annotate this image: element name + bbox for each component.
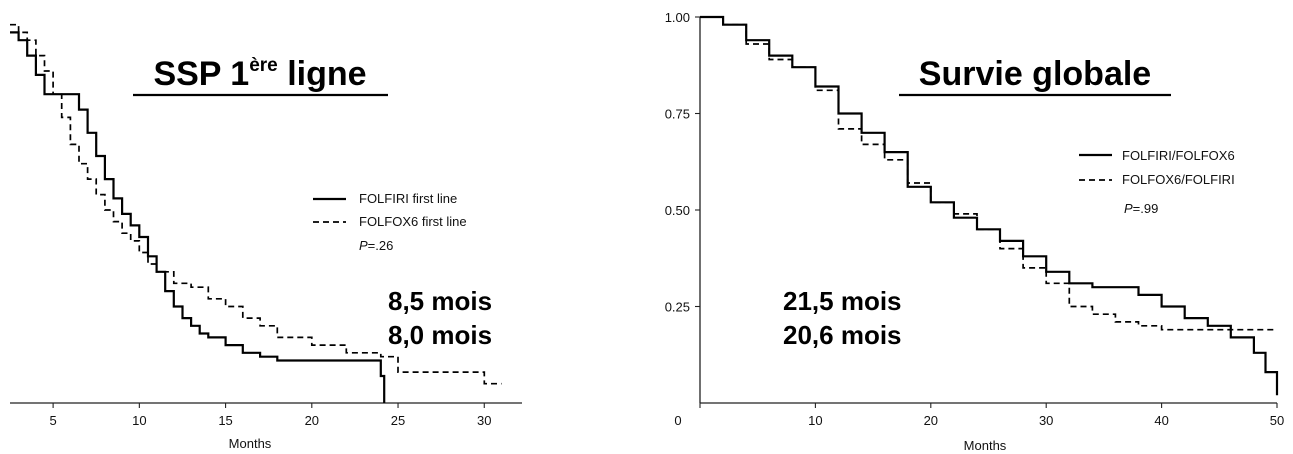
right-series-group [700, 15, 1279, 396]
left-series-solid-line [10, 31, 386, 403]
right-x-ticks: 0 10 20 30 40 50 [674, 403, 1284, 428]
right-p-value: P=.99 [1124, 201, 1158, 216]
right-p-symbol: P [1124, 201, 1133, 216]
right-p-number: =.99 [1133, 201, 1159, 216]
right-legend-label-2: FOLFOX6/FOLFIRI [1122, 172, 1235, 187]
right-x-tick-label: 10 [808, 413, 822, 428]
left-annotation-2: 8,0 mois [388, 320, 492, 350]
right-y-tick-label: 0.75 [665, 107, 690, 122]
left-x-tick-label: 20 [305, 413, 319, 428]
right-x-tick-label: 30 [1039, 413, 1053, 428]
left-p-number: =.26 [368, 238, 394, 253]
left-x-tick-label: 10 [132, 413, 146, 428]
left-chart: SSP 1ère ligne 5 10 15 20 25 30 Months FOLFIR… [10, 23, 522, 451]
right-x-tick-label: 0 [674, 413, 681, 428]
left-title-rest: ligne [278, 55, 367, 93]
left-title-main: SSP 1 [153, 55, 249, 93]
right-chart: Survie globale 0.25 0.50 0.75 1.00 0 10 20 30 4… [665, 10, 1285, 453]
right-annotation-2: 20,6 mois [783, 320, 902, 350]
right-chart-title: Survie globale [919, 55, 1151, 93]
left-x-tick-label: 5 [49, 413, 56, 428]
left-x-tick-label: 25 [391, 413, 405, 428]
right-annotation-1: 21,5 mois [783, 286, 902, 316]
left-x-tick-label: 15 [218, 413, 232, 428]
left-series-group [10, 23, 502, 403]
right-y-tick-label: 0.50 [665, 203, 690, 218]
left-x-tick-label: 30 [477, 413, 491, 428]
left-p-symbol: P [359, 238, 368, 253]
left-p-value: P=.26 [359, 238, 393, 253]
left-series-dashed-line [10, 23, 502, 385]
left-x-axis-label: Months [229, 436, 272, 451]
left-title-sup: ère [249, 55, 278, 76]
right-y-ticks: 0.25 0.50 0.75 1.00 [665, 10, 700, 315]
right-legend: FOLFIRI/FOLFOX6 FOLFOX6/FOLFIRI P=.99 [1079, 148, 1235, 216]
left-chart-title: SSP 1ère ligne [153, 55, 366, 93]
left-legend-label-1: FOLFIRI first line [359, 191, 457, 206]
left-legend-label-2: FOLFOX6 first line [359, 214, 467, 229]
right-legend-label-1: FOLFIRI/FOLFOX6 [1122, 148, 1235, 163]
right-x-tick-label: 20 [924, 413, 938, 428]
left-x-ticks: 5 10 15 20 25 30 [49, 403, 491, 428]
right-x-tick-label: 40 [1154, 413, 1168, 428]
left-annotation-1: 8,5 mois [388, 286, 492, 316]
right-y-tick-label: 0.25 [665, 300, 690, 315]
left-legend: FOLFIRI first line FOLFOX6 first line P=… [313, 191, 467, 253]
right-x-axis-label: Months [964, 438, 1007, 453]
right-y-tick-label: 1.00 [665, 10, 690, 25]
right-series-dashed-line [700, 16, 1277, 331]
right-x-tick-label: 50 [1270, 413, 1284, 428]
